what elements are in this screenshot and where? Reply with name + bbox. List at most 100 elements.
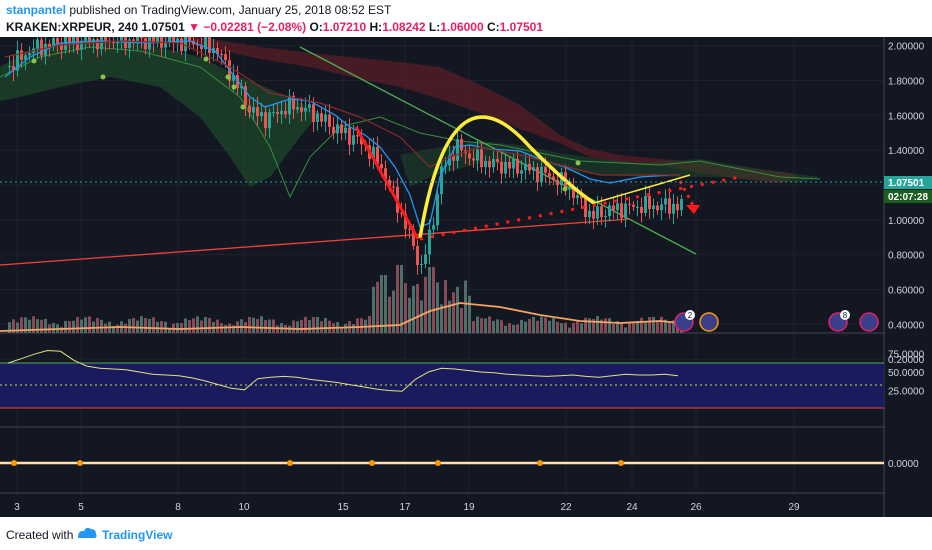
price-axis[interactable]: 2.000001.800001.600001.400001.200001.000… [888, 42, 925, 366]
oscillator-axis[interactable]: 0.0000 [888, 459, 919, 470]
volume-bar [544, 317, 547, 333]
time-tick-9: 26 [690, 502, 702, 513]
candle-body [84, 35, 87, 41]
volume-bar [400, 265, 403, 333]
volume-bar [500, 320, 503, 333]
candle-body [516, 158, 519, 174]
volume-bar [88, 316, 91, 333]
candle-body [172, 35, 175, 44]
candle-body [24, 55, 27, 60]
tradingview-brand[interactable]: TradingView [102, 528, 173, 542]
candle-body [236, 75, 239, 89]
volume-bar [640, 317, 643, 333]
chart-svg[interactable]: 2 8 2.000001.800001.600001.400001.200001… [0, 22, 932, 517]
price-tick-7: 0.60000 [888, 285, 925, 296]
candle-body [88, 35, 91, 43]
volume-bar [548, 320, 551, 333]
panel-separators [0, 37, 885, 517]
candle-body [292, 95, 295, 110]
price-tick-6: 0.80000 [888, 251, 925, 262]
volume-bar [440, 304, 443, 333]
time-tick-2: 8 [175, 502, 181, 513]
candle-body [492, 159, 495, 168]
candle-body [256, 107, 259, 117]
volume-bar [512, 324, 515, 333]
candle-body [524, 163, 527, 171]
volume-bar [80, 319, 83, 333]
volume-bar [424, 276, 427, 333]
volume-bar [652, 316, 655, 333]
candle-body [220, 54, 223, 56]
candle-body [580, 195, 583, 199]
candle-body [412, 229, 415, 247]
candle-body [624, 203, 627, 219]
time-tick-4: 15 [337, 502, 349, 513]
volume-bar [360, 318, 363, 333]
price-tick-0: 2.00000 [888, 42, 925, 53]
candle-body [460, 139, 463, 151]
candle-body [196, 44, 199, 46]
volume-bar [540, 316, 543, 333]
rsi-line [7, 349, 679, 392]
candle-body [100, 31, 103, 50]
volume-bar [240, 319, 243, 333]
rsi-tick-0: 75.0000 [888, 350, 925, 361]
volume-bar [664, 319, 667, 333]
volume-bar [112, 325, 115, 333]
candle-body [344, 127, 347, 134]
rsi-axis[interactable]: 75.0000 50.0000 25.0000 [888, 350, 925, 398]
volume-bar [352, 324, 355, 333]
tradingview-logo-icon[interactable] [76, 526, 98, 540]
candle-body [652, 205, 655, 210]
time-tick-3: 10 [238, 502, 250, 513]
candle-body [36, 39, 39, 49]
candle-body [596, 206, 599, 219]
candle-body [268, 112, 271, 129]
volume-bar [40, 319, 43, 333]
volume-bar [132, 317, 135, 333]
candle-body [308, 104, 311, 108]
candle-body [332, 126, 335, 134]
volume-bar [356, 318, 359, 333]
volume-bar [604, 318, 607, 333]
candle-body [348, 127, 351, 145]
volume-bar [316, 316, 319, 333]
candle-body [636, 206, 639, 208]
candle-body [640, 206, 643, 213]
candle-body [316, 113, 319, 122]
volume-bar [628, 322, 631, 333]
volume-bar [532, 316, 535, 333]
time-axis[interactable]: 3 5 8 10 15 17 19 22 24 26 29 [14, 502, 800, 513]
candle-body [428, 229, 431, 255]
event-badge-8: 8 [843, 311, 848, 320]
volume-bar [16, 322, 19, 333]
price-tick-2: 1.60000 [888, 111, 925, 122]
candle-body [432, 225, 435, 230]
last-price-tag: 1.07501 02:07:28 [884, 176, 932, 203]
candle-body [584, 198, 587, 218]
event-badges[interactable]: 2 8 [674, 310, 879, 332]
candle-body [224, 54, 227, 61]
volume-bar [588, 318, 591, 333]
candle-body [264, 112, 267, 129]
candle-body [288, 95, 291, 115]
oscillator-dots [11, 460, 624, 466]
candle-body [104, 31, 107, 42]
candle-body [124, 30, 127, 48]
grid [0, 37, 884, 493]
candle-body [520, 170, 523, 174]
chart-area[interactable]: 2 8 2.000001.800001.600001.400001.200001… [0, 22, 932, 517]
candle-body [576, 195, 579, 199]
volume-bar [216, 319, 219, 333]
volume-bar [592, 318, 595, 333]
candle-body [284, 111, 287, 115]
candle-body [536, 167, 539, 183]
long-support-line [0, 218, 631, 266]
volume-bar [436, 282, 439, 333]
volume-bar [328, 320, 331, 333]
author-link[interactable]: stanpantel [6, 3, 67, 17]
candle-body [388, 180, 391, 187]
candle-body [248, 105, 251, 113]
volume-bar [460, 308, 463, 333]
volume-bar [304, 316, 307, 333]
